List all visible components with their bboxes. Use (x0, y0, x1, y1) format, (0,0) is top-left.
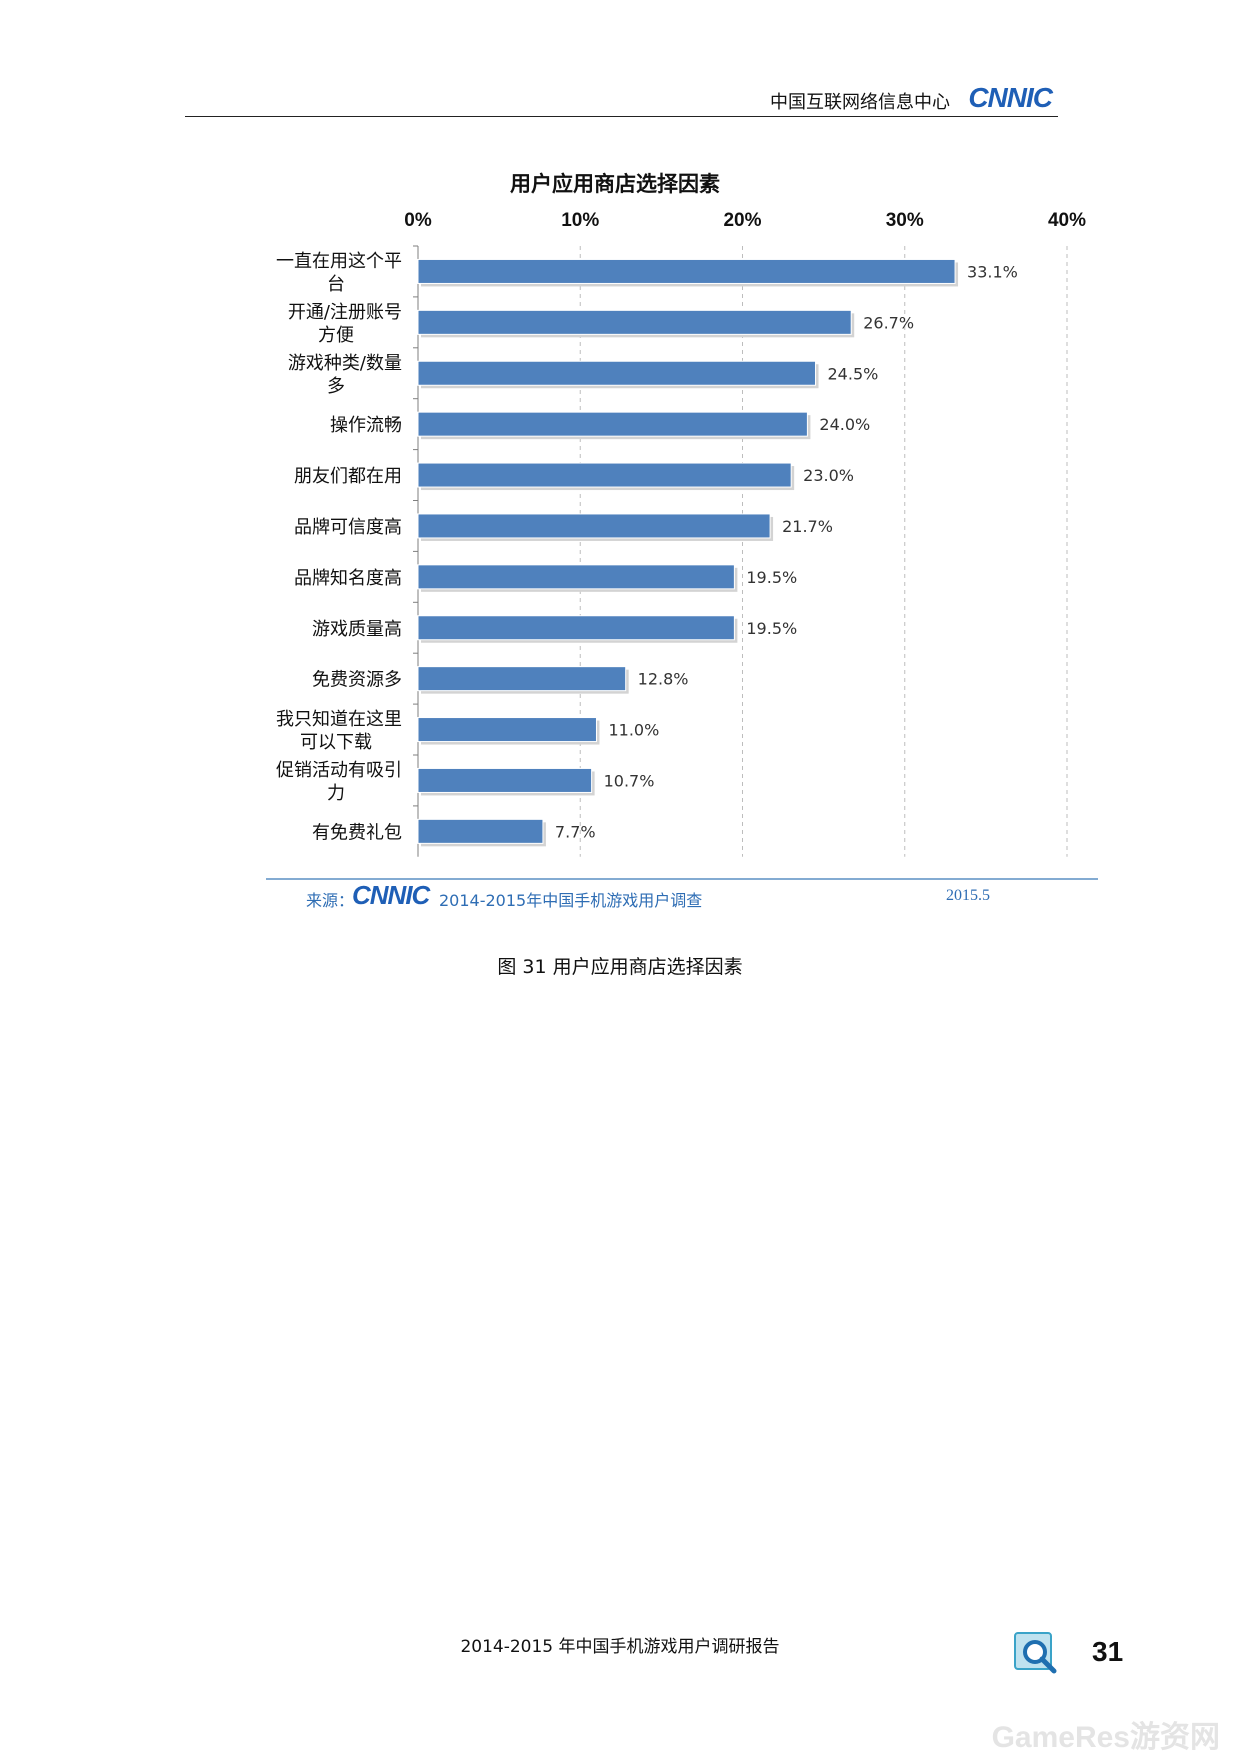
category-label: 多 (327, 376, 345, 397)
category-label: 操作流畅 (330, 415, 402, 436)
header-org-name: 中国互联网络信息中心 (770, 92, 950, 113)
bar (417, 717, 597, 743)
bar (417, 411, 808, 437)
category-label: 促销活动有吸引 (276, 760, 402, 781)
value-label: 33.1% (967, 262, 1018, 281)
bar (417, 309, 852, 335)
category-label: 可以下载 (300, 732, 372, 753)
value-label: 19.5% (746, 619, 797, 638)
category-label: 有免费礼包 (312, 822, 402, 843)
bar (417, 818, 544, 844)
cnnic-logo: CNNIC (968, 82, 1053, 113)
source-text: 2014-2015年中国手机游戏用户调查 (439, 891, 703, 910)
bar (417, 258, 956, 284)
bar (417, 666, 627, 692)
x-tick-label: 20% (723, 210, 761, 231)
bar (417, 767, 593, 793)
value-label: 19.5% (746, 568, 797, 587)
value-label: 10.7% (604, 771, 655, 790)
value-label: 7.7% (555, 822, 596, 841)
bar (417, 360, 817, 386)
page-header: 中国互联网络信息中心 CNNIC (185, 78, 1058, 117)
category-label: 力 (327, 783, 345, 804)
category-label: 台 (327, 274, 345, 295)
bar (417, 615, 735, 641)
category-label: 品牌可信度高 (294, 517, 402, 538)
value-label: 24.0% (819, 415, 870, 434)
category-label: 游戏种类/数量 (288, 353, 402, 374)
magnifier-logo-icon (1014, 1632, 1060, 1676)
value-label: 23.0% (803, 466, 854, 485)
chart-panel: 用户应用商店选择因素 0% 10% 20% 30% 40% 33.1% 一直在用这个平台 26… (266, 172, 1098, 880)
figure-caption: 图 31 用户应用商店选择因素 (497, 956, 743, 978)
value-label: 26.7% (863, 313, 914, 332)
value-label: 21.7% (782, 517, 833, 536)
value-label: 12.8% (638, 670, 689, 689)
x-tick-label: 10% (561, 210, 599, 231)
value-label: 11.0% (608, 721, 659, 740)
x-tick-label: 0% (404, 210, 432, 231)
category-label: 品牌知名度高 (294, 568, 402, 589)
category-label: 开通/注册账号 (288, 302, 402, 323)
category-label: 游戏质量高 (312, 619, 402, 640)
page-number: 31 (1092, 1636, 1124, 1667)
footer-report-title: 2014-2015 年中国手机游戏用户调研报告 (460, 1637, 780, 1657)
chart-title: 用户应用商店选择因素 (510, 172, 720, 196)
source-cnnic-logo: CNNIC (352, 880, 430, 910)
x-tick-label: 30% (886, 210, 924, 231)
category-label: 一直在用这个平 (276, 251, 402, 272)
bar (417, 462, 792, 488)
bar (417, 513, 771, 539)
category-label: 朋友们都在用 (294, 466, 402, 487)
category-label: 免费资源多 (312, 670, 402, 691)
source-label: 来源： (306, 891, 355, 910)
watermark-text: GameRes游资网 (991, 1721, 1220, 1754)
category-label: 我只知道在这里 (276, 709, 402, 730)
source-date: 2015.5 (946, 887, 990, 904)
category-label: 方便 (318, 325, 354, 346)
x-tick-label: 40% (1048, 210, 1086, 231)
value-label: 24.5% (828, 364, 879, 383)
bar (417, 564, 735, 590)
